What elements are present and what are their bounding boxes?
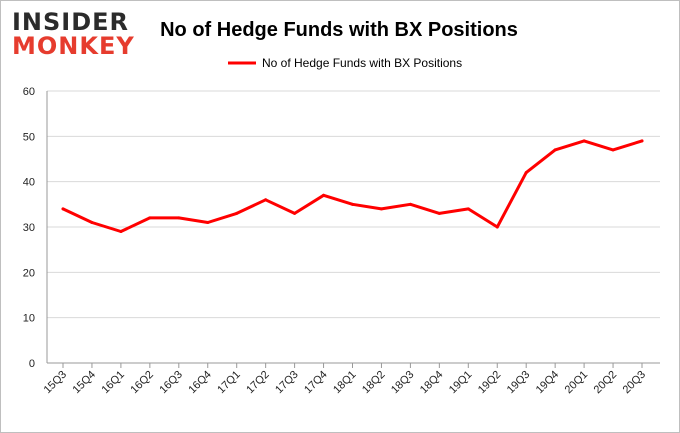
data-point-19Q2 [495,225,499,229]
data-point-19Q4 [553,148,557,152]
logo-line-insider: INSIDER [12,8,129,36]
data-point-17Q3 [293,211,297,215]
y-tick-label-20: 20 [23,267,35,279]
y-tick-label-50: 50 [23,131,35,143]
data-point-16Q4 [206,220,210,224]
data-point-17Q1 [235,211,239,215]
insider-monkey-logo: INSIDER MONKEY [12,8,135,60]
data-point-15Q4 [90,220,94,224]
y-tick-labels: 0 10 20 30 40 50 60 [23,86,35,370]
data-point-16Q1 [119,230,123,234]
data-point-17Q4 [322,193,326,197]
data-point-19Q3 [524,171,528,175]
data-point-20Q1 [582,139,586,143]
series-layer [61,139,644,234]
data-point-15Q3 [61,207,65,211]
data-point-18Q4 [437,211,441,215]
logo-line-monkey: MONKEY [12,32,135,60]
data-point-16Q2 [148,216,152,220]
chart-title: No of Hedge Funds with BX Positions [160,19,518,41]
data-point-19Q1 [466,207,470,211]
legend-label: No of Hedge Funds with BX Positions [262,56,462,70]
data-point-17Q2 [264,198,268,202]
data-point-20Q2 [611,148,615,152]
chart-legend: No of Hedge Funds with BX Positions [228,56,462,70]
y-tick-label-60: 60 [23,86,35,98]
data-point-18Q2 [379,207,383,211]
y-tick-label-0: 0 [29,358,35,370]
axes [46,91,660,368]
y-tick-label-30: 30 [23,222,35,234]
data-point-20Q3 [640,139,644,143]
y-tick-label-10: 10 [23,313,35,325]
data-point-16Q3 [177,216,181,220]
y-tick-label-40: 40 [23,177,35,189]
gridlines [47,90,660,319]
data-point-18Q3 [408,202,412,206]
data-point-18Q1 [351,202,354,206]
